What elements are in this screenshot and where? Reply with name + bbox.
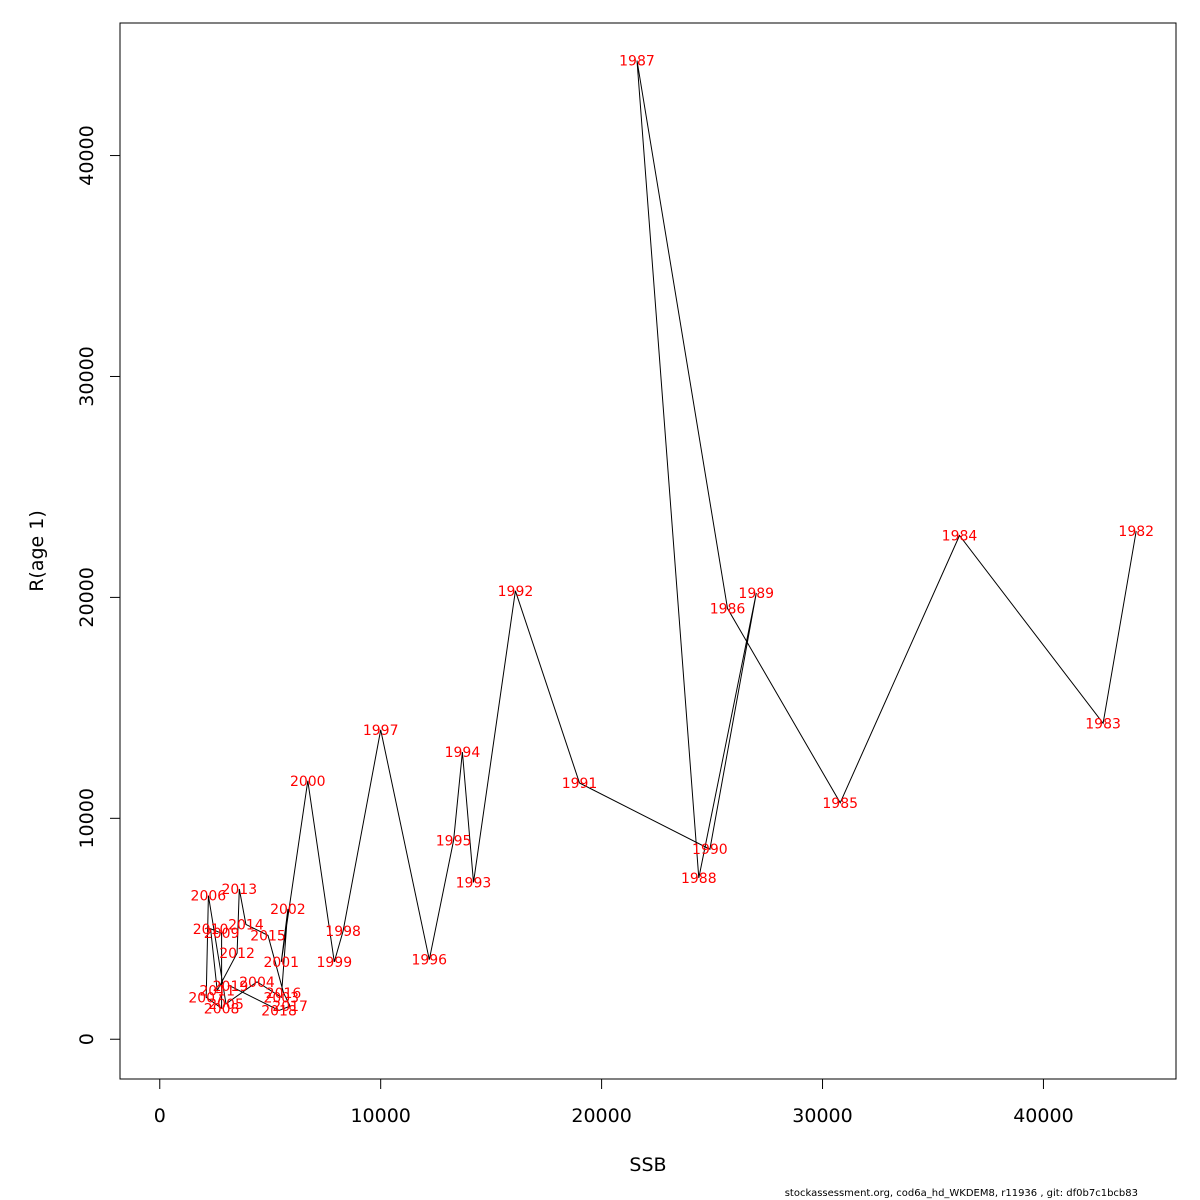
year-label: 2004 (239, 975, 275, 991)
year-label: 2001 (263, 955, 299, 971)
year-label: 2000 (290, 774, 326, 790)
year-label: 2019 (213, 979, 249, 995)
x-tick-label: 20000 (571, 1105, 631, 1127)
year-label: 2018 (261, 1004, 297, 1020)
year-label: 1982 (1118, 524, 1154, 540)
year-label: 1997 (363, 723, 399, 739)
year-label: 1987 (619, 54, 655, 70)
plot-frame (119, 22, 1177, 1080)
x-axis: 0 10000 20000 30000 40000 (154, 1078, 1074, 1127)
x-tick-label: 40000 (1013, 1105, 1073, 1127)
x-tick-label: 30000 (792, 1105, 852, 1127)
year-label: 2016 (266, 986, 302, 1002)
year-label: 1999 (316, 955, 352, 971)
year-label: 1995 (436, 833, 472, 849)
y-tick-label: 40000 (76, 125, 98, 185)
year-label: 2008 (204, 1001, 240, 1017)
year-label: 2006 (191, 889, 227, 905)
x-tick-label: 0 (154, 1105, 166, 1127)
year-label: 1992 (498, 584, 534, 600)
year-label: 1993 (456, 875, 492, 891)
year-label: 1983 (1085, 716, 1121, 732)
y-tick-label: 30000 (76, 346, 98, 406)
year-label: 2017 (272, 999, 308, 1015)
year-label: 1985 (822, 796, 858, 812)
year-label: 1996 (411, 953, 447, 969)
y-tick-label: 0 (76, 1033, 98, 1045)
year-label: 2003 (263, 990, 299, 1006)
year-label: 1988 (681, 871, 717, 887)
ssb-recruitment-line (205, 60, 1137, 1012)
year-label: 2005 (208, 997, 244, 1013)
y-axis: 0 10000 20000 30000 40000 (76, 125, 121, 1045)
year-label: 1990 (692, 842, 728, 858)
year-label: 1984 (942, 529, 978, 545)
x-axis-title: SSB (629, 1154, 666, 1176)
year-label: 2010 (193, 922, 229, 938)
year-label: 1986 (710, 601, 746, 617)
year-label: 1998 (325, 924, 361, 940)
year-label: 1994 (445, 745, 481, 761)
year-label: 2007 (188, 990, 224, 1006)
y-axis-title: R(age 1) (26, 510, 48, 592)
year-label: 2009 (204, 926, 240, 942)
year-label: 1991 (562, 776, 598, 792)
year-labels: 1982 1983 1984 1985 1986 1987 1988 1989 1990 1991… (188, 54, 1154, 1020)
year-label: 2011 (199, 984, 235, 1000)
year-label: 2012 (219, 946, 255, 962)
year-label: 2014 (228, 917, 264, 933)
y-tick-label: 20000 (76, 567, 98, 627)
year-label: 2013 (221, 882, 257, 898)
footer-caption: stockassessment.org, cod6a_hd_WKDEM8, r1… (784, 1188, 1138, 1199)
year-label: 1989 (738, 586, 774, 602)
y-tick-label: 10000 (76, 788, 98, 848)
x-tick-label: 10000 (350, 1105, 410, 1127)
year-label: 2002 (270, 902, 306, 918)
year-label: 2015 (250, 928, 286, 944)
